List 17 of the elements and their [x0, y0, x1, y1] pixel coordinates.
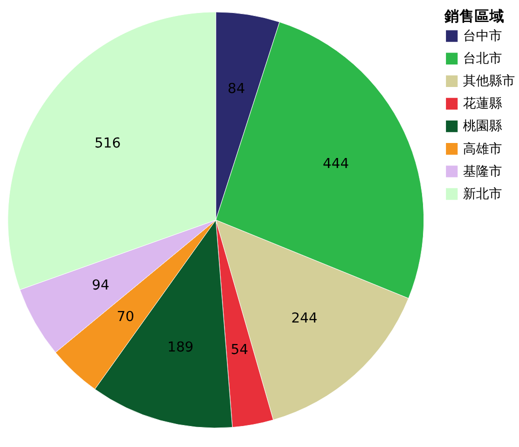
data-label: 54 [230, 342, 248, 358]
legend-label: 台北市 [463, 52, 502, 67]
legend-title: 銷售區域 [443, 8, 504, 25]
legend-label: 高雄市 [463, 140, 502, 157]
data-label: 70 [116, 308, 134, 325]
legend-label: 桃園縣 [463, 119, 502, 134]
data-label: 516 [94, 136, 121, 152]
data-label: 84 [228, 81, 246, 98]
legend-label: 基隆市 [463, 164, 502, 180]
data-label: 444 [322, 156, 349, 172]
legend-label: 新北市 [463, 186, 502, 202]
data-label: 94 [92, 277, 110, 294]
data-label: 244 [291, 310, 318, 326]
legend-label: 台中市 [463, 28, 502, 44]
legend-label: 其他縣市 [463, 74, 516, 90]
data-label: 189 [167, 340, 194, 356]
legend-label: 花蓮縣 [463, 96, 502, 112]
